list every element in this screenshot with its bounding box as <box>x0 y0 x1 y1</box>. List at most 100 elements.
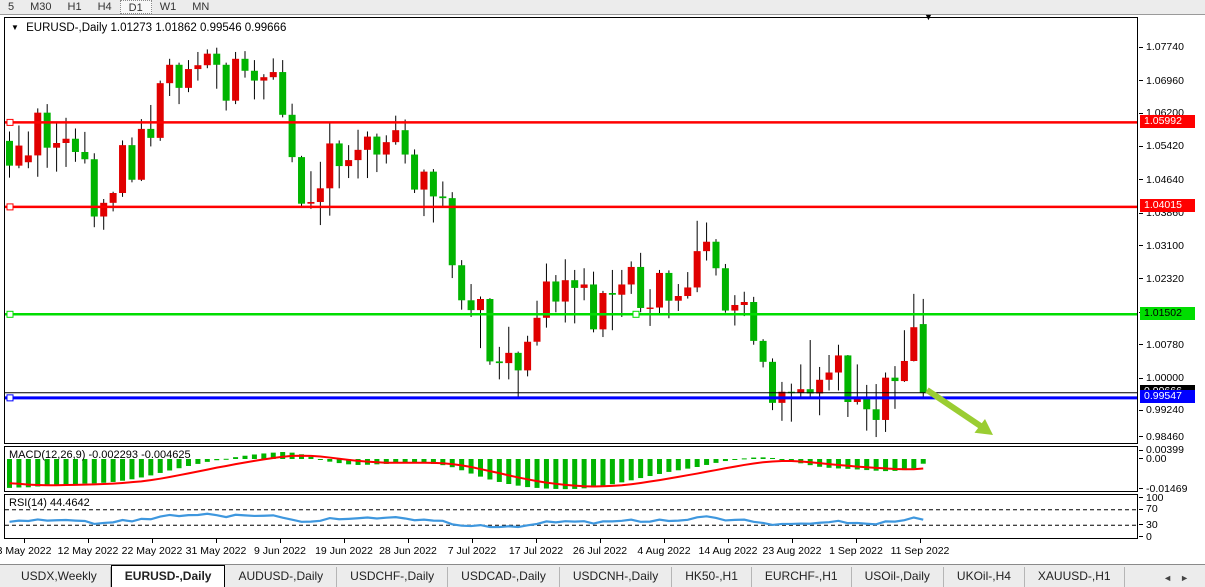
price-axis-label: 1.04640 <box>1146 173 1184 186</box>
candle-body <box>467 300 475 311</box>
date-axis-label: 7 Jul 2022 <box>447 545 497 557</box>
horizontal-lines[interactable] <box>5 118 1137 402</box>
candle-body <box>806 389 814 394</box>
candle-body <box>495 361 503 364</box>
candle-body <box>533 317 541 342</box>
rsi-panel[interactable]: RSI(14) 44.4642 <box>4 494 1138 539</box>
chart-tab-ukoil-[interactable]: UKOil-,H4 <box>944 567 1025 587</box>
macd-bar <box>223 458 229 460</box>
hline-handle[interactable] <box>632 310 640 318</box>
chart-tab-hk50-[interactable]: HK50-,H1 <box>672 567 752 587</box>
price-axis-tick <box>1139 436 1143 437</box>
macd-panel[interactable]: MACD(12,26,9) -0.002293 -0.004625 <box>4 446 1138 492</box>
macd-bar <box>91 459 97 484</box>
macd-bar <box>336 459 342 464</box>
macd-bar <box>54 459 60 486</box>
candle-body <box>816 379 824 394</box>
price-axis-tick <box>1139 112 1143 114</box>
date-axis-label: 4 Aug 2022 <box>637 545 691 557</box>
chart-tab-usoil-[interactable]: USOil-,Daily <box>852 567 944 587</box>
rsi-axis-label: 0 <box>1146 530 1152 543</box>
candle-body <box>759 340 767 362</box>
chart-tab-usdx[interactable]: USDX,Weekly <box>8 567 111 587</box>
timeframe-button-d1[interactable]: D1 <box>119 0 152 14</box>
rsi-canvas[interactable] <box>5 495 1137 538</box>
date-axis-label: 31 May 2022 <box>185 545 247 557</box>
date-axis-tick <box>472 539 473 543</box>
timeframe-button-h4[interactable]: H4 <box>97 1 112 13</box>
chart-tab-usdcnh-[interactable]: USDCNH-,Daily <box>560 567 673 587</box>
macd-bar <box>327 459 333 462</box>
candle-body <box>232 58 240 101</box>
macd-bar <box>383 459 389 464</box>
macd-bar <box>204 459 210 462</box>
candle-body <box>834 355 842 373</box>
chart-tab-usdchf-[interactable]: USDCHF-,Daily <box>337 567 449 587</box>
down-arrow-annotation[interactable] <box>925 387 993 435</box>
candle-body <box>298 157 306 204</box>
candle-body <box>184 69 192 88</box>
macd-bar <box>393 459 399 464</box>
date-axis-label: 19 Jun 2022 <box>315 545 373 557</box>
chart-shift-marker-icon[interactable]: ▼ <box>924 12 933 22</box>
macd-bar <box>157 459 163 473</box>
hline-handle[interactable] <box>6 394 14 402</box>
collapse-triangle-icon[interactable]: ▼ <box>11 23 19 32</box>
macd-canvas[interactable] <box>5 447 1137 491</box>
price-axis-tick <box>1139 212 1143 214</box>
chart-tab-eurchf-[interactable]: EURCHF-,H1 <box>752 567 852 587</box>
chart-tab-eurusd-[interactable]: EURUSD-,Daily <box>110 565 226 587</box>
macd-axis-tick <box>1139 458 1143 459</box>
timeframe-button-w1[interactable]: W1 <box>159 1 177 13</box>
chart-tab-audusd-[interactable]: AUDUSD-,Daily <box>225 567 338 587</box>
candlestick-canvas[interactable] <box>5 18 1137 443</box>
timeframe-button-m30[interactable]: M30 <box>30 1 52 13</box>
macd-bar <box>562 459 568 490</box>
candle-body <box>194 65 202 70</box>
candle-body <box>335 143 343 167</box>
hline-handle[interactable] <box>6 310 14 318</box>
timeframe-button-h1[interactable]: H1 <box>67 1 82 13</box>
rsi-axis-label: 100 <box>1146 491 1164 504</box>
macd-bar <box>694 459 700 467</box>
macd-bar <box>722 459 728 462</box>
candle-body <box>872 409 880 420</box>
macd-bar <box>440 459 446 466</box>
date-axis-label: 1 Sep 2022 <box>829 545 883 557</box>
macd-bar <box>675 459 681 471</box>
macd-bar <box>741 458 747 460</box>
hline-handle[interactable] <box>6 203 14 211</box>
timeframe-button-5[interactable]: 5 <box>8 1 15 13</box>
chart-tab-usdcad-[interactable]: USDCAD-,Daily <box>448 567 560 587</box>
macd-axis-label: 0.00399 <box>1146 444 1184 457</box>
macd-bar <box>883 459 889 472</box>
candle-body <box>618 284 626 295</box>
candlestick-series[interactable] <box>6 47 927 438</box>
rsi-axis-tick <box>1139 524 1143 526</box>
macd-bar <box>430 459 436 464</box>
candle-body <box>392 130 400 143</box>
candle-body <box>269 72 277 78</box>
hline-handle[interactable] <box>6 118 14 126</box>
date-axis-tick <box>792 539 793 543</box>
tabs-scroll-right-icon[interactable]: ► <box>1180 573 1197 583</box>
macd-bar <box>920 459 926 464</box>
macd-bar <box>864 459 870 471</box>
date-axis-tick <box>856 539 857 543</box>
candle-body <box>599 293 607 330</box>
candle-body <box>382 142 390 155</box>
rsi-label: RSI(14) 44.4642 <box>9 497 90 509</box>
date-axis-label: 12 May 2022 <box>57 545 119 557</box>
macd-bar <box>7 459 12 488</box>
rsi-axis-label: 30 <box>1146 518 1158 531</box>
candle-body <box>250 70 258 81</box>
main-chart-panel[interactable]: ▼ EURUSD-,Daily 1.01273 1.01862 0.99546 … <box>4 17 1138 444</box>
chart-tab-xauusd-[interactable]: XAUUSD-,H1 <box>1025 567 1125 587</box>
macd-bar <box>704 459 710 465</box>
candle-body <box>590 284 598 330</box>
candle-body <box>542 281 550 318</box>
tabs-scroll-left-icon[interactable]: ◄ <box>1163 573 1181 583</box>
timeframe-button-mn[interactable]: MN <box>192 1 210 13</box>
macd-bar <box>515 459 521 486</box>
candle-body <box>100 202 108 217</box>
